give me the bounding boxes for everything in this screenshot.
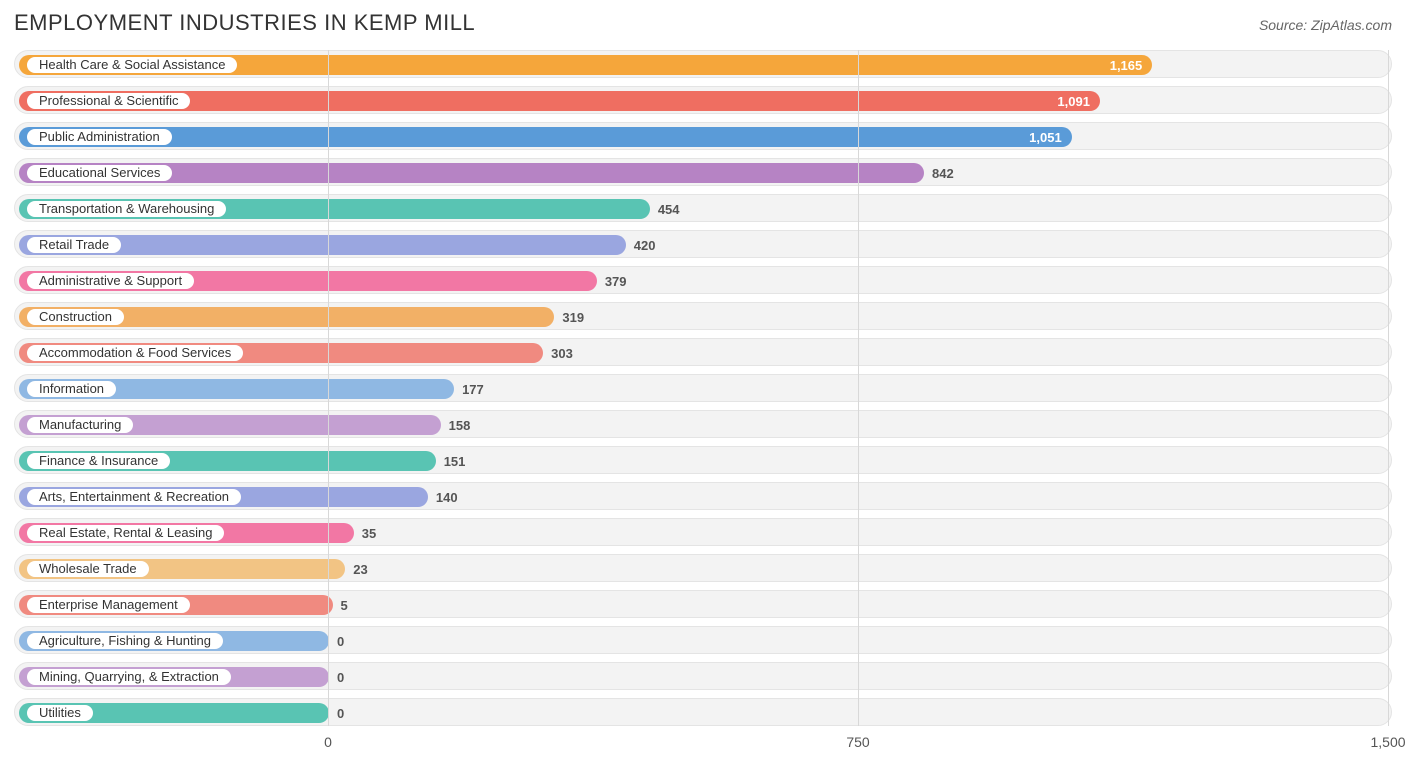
category-pill: Construction — [25, 307, 126, 327]
bar-value: 319 — [554, 303, 584, 331]
bar-value: 303 — [543, 339, 573, 367]
bar-value: 23 — [345, 555, 367, 583]
chart-title: EMPLOYMENT INDUSTRIES IN KEMP MILL — [14, 10, 475, 36]
bar-row: Arts, Entertainment & Recreation 140 — [14, 482, 1392, 510]
category-pill: Professional & Scientific — [25, 91, 192, 111]
bar-row: Construction 319 — [14, 302, 1392, 330]
bar-value: 177 — [454, 375, 484, 403]
bar-row: Transportation & Warehousing 454 — [14, 194, 1392, 222]
category-pill: Public Administration — [25, 127, 174, 147]
bar-value: 0 — [329, 663, 344, 691]
bar-value: 0 — [329, 699, 344, 727]
x-axis-tick: 750 — [846, 734, 869, 750]
bar-row: Professional & Scientific1,091 — [14, 86, 1392, 114]
bar-value: 158 — [441, 411, 471, 439]
bar-row: Information 177 — [14, 374, 1392, 402]
category-pill: Accommodation & Food Services — [25, 343, 245, 363]
bar-row: Health Care & Social Assistance1,165 — [14, 50, 1392, 78]
bar-row: Wholesale Trade 23 — [14, 554, 1392, 582]
category-pill: Agriculture, Fishing & Hunting — [25, 631, 225, 651]
bar-row: Public Administration1,051 — [14, 122, 1392, 150]
category-pill: Manufacturing — [25, 415, 135, 435]
source-name: ZipAtlas.com — [1311, 17, 1392, 33]
category-pill: Administrative & Support — [25, 271, 196, 291]
bar-value: 842 — [924, 159, 954, 187]
category-pill: Real Estate, Rental & Leasing — [25, 523, 226, 543]
category-pill: Health Care & Social Assistance — [25, 55, 239, 75]
bar-value: 420 — [626, 231, 656, 259]
category-pill: Educational Services — [25, 163, 174, 183]
category-pill: Arts, Entertainment & Recreation — [25, 487, 243, 507]
x-axis-tick: 1,500 — [1370, 734, 1405, 750]
category-pill: Utilities — [25, 703, 95, 723]
category-pill: Wholesale Trade — [25, 559, 151, 579]
bar-row: Agriculture, Fishing & Hunting 0 — [14, 626, 1392, 654]
bar-row: Enterprise Management 5 — [14, 590, 1392, 618]
chart-header: EMPLOYMENT INDUSTRIES IN KEMP MILL Sourc… — [14, 10, 1392, 36]
bar-row: Finance & Insurance 151 — [14, 446, 1392, 474]
bar-value: 151 — [436, 447, 466, 475]
category-pill: Transportation & Warehousing — [25, 199, 228, 219]
bar-value: 5 — [333, 591, 348, 619]
category-pill: Retail Trade — [25, 235, 123, 255]
bar-value: 454 — [650, 195, 680, 223]
bar-row: Educational Services 842 — [14, 158, 1392, 186]
category-pill: Information — [25, 379, 118, 399]
source-label: Source: — [1259, 17, 1307, 33]
x-axis: 07501,500 — [14, 734, 1392, 754]
category-pill: Finance & Insurance — [25, 451, 172, 471]
x-axis-tick: 0 — [324, 734, 332, 750]
bar-row: Utilities 0 — [14, 698, 1392, 726]
category-pill: Mining, Quarrying, & Extraction — [25, 667, 233, 687]
bar-value: 35 — [354, 519, 376, 547]
bar-value: 379 — [597, 267, 627, 295]
bar-value: 140 — [428, 483, 458, 511]
bar-row: Mining, Quarrying, & Extraction 0 — [14, 662, 1392, 690]
bar-row: Retail Trade 420 — [14, 230, 1392, 258]
bar-row: Administrative & Support 379 — [14, 266, 1392, 294]
bar-chart: Health Care & Social Assistance1,165 Prof… — [14, 50, 1392, 754]
bar-row: Accommodation & Food Services 303 — [14, 338, 1392, 366]
bar-row: Real Estate, Rental & Leasing 35 — [14, 518, 1392, 546]
gridline — [328, 50, 329, 726]
category-pill: Enterprise Management — [25, 595, 192, 615]
bar-value: 0 — [329, 627, 344, 655]
bar-row: Manufacturing 158 — [14, 410, 1392, 438]
gridline — [1388, 50, 1389, 726]
chart-source: Source: ZipAtlas.com — [1259, 17, 1392, 33]
gridline — [858, 50, 859, 726]
